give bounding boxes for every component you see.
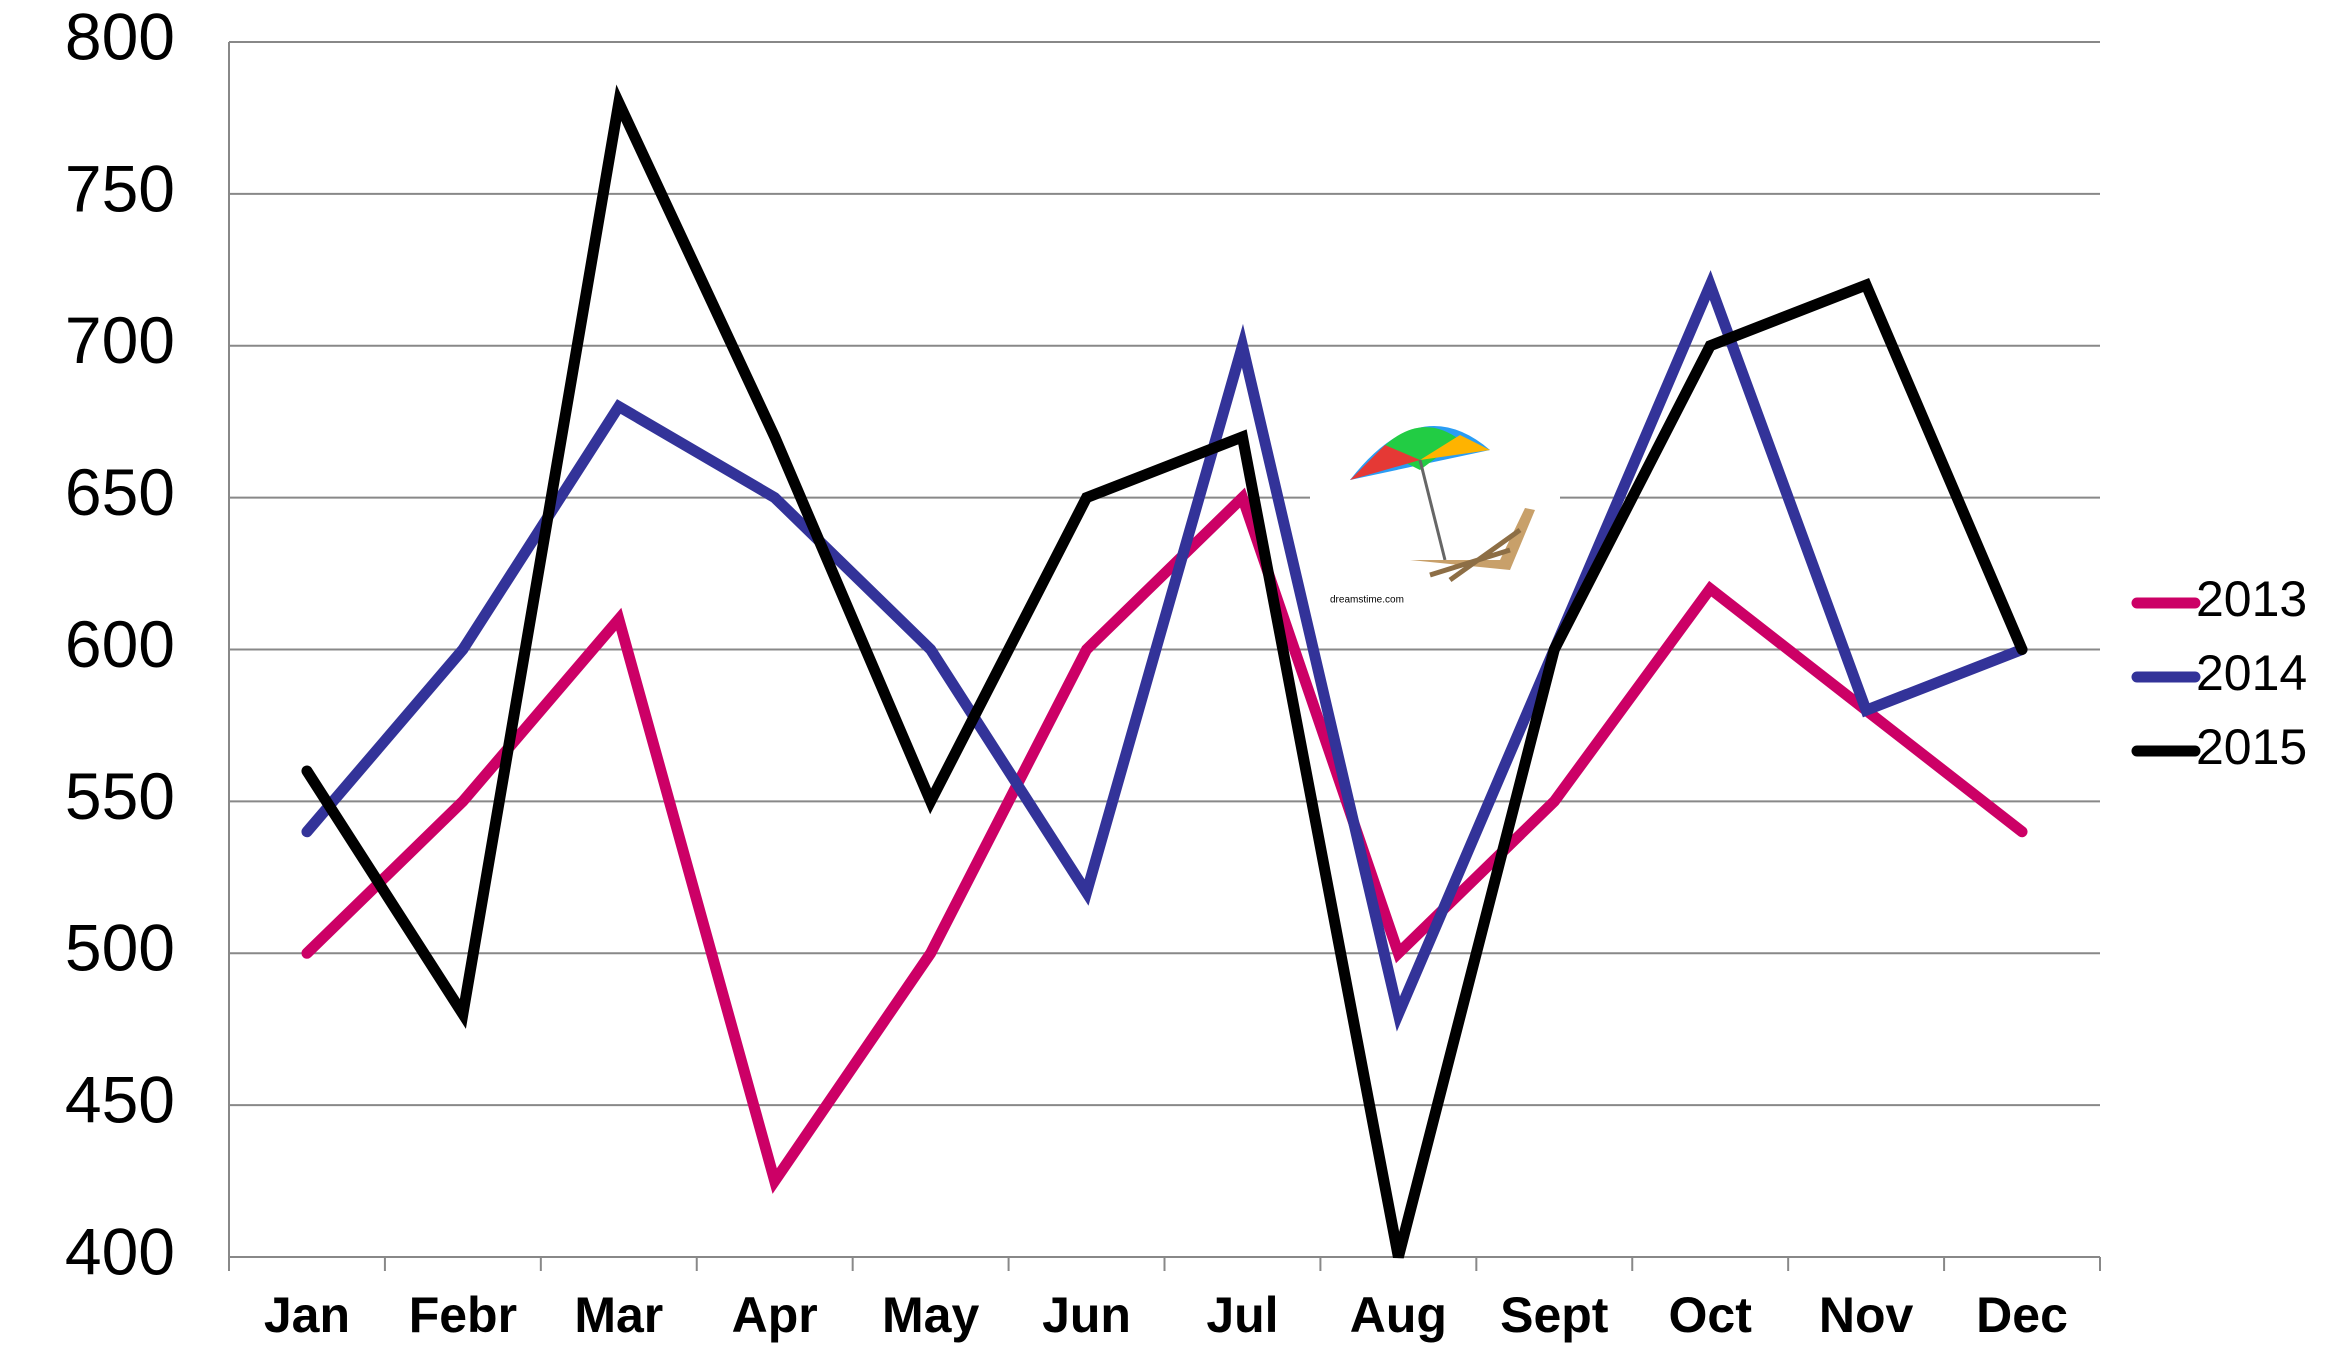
legend-label: 2013 (2196, 571, 2307, 627)
y-tick-label: 550 (65, 759, 175, 833)
y-tick-label: 650 (65, 455, 175, 529)
y-tick-label: 750 (65, 151, 175, 225)
y-tick-label: 600 (65, 607, 175, 681)
x-tick-label: Apr (732, 1287, 818, 1343)
series-line (301, 84, 2028, 1259)
y-tick-label: 800 (65, 0, 175, 73)
x-tick-label: Jul (1206, 1287, 1278, 1343)
series-line (301, 270, 2028, 1032)
x-tick-label: Oct (1669, 1287, 1753, 1343)
series-line (301, 487, 2028, 1194)
x-tick-label: Febr (409, 1287, 517, 1343)
svg-text:dreamstime.com: dreamstime.com (1330, 595, 1404, 606)
x-tick-label: Aug (1350, 1287, 1447, 1343)
x-tick-label: Jun (1042, 1287, 1131, 1343)
x-tick-label: Nov (1819, 1287, 1914, 1343)
y-tick-label: 500 (65, 911, 175, 985)
x-tick-label: Mar (574, 1287, 663, 1343)
grid (228, 41, 2101, 1271)
y-tick-label: 450 (65, 1063, 175, 1137)
x-tick-label: Jan (264, 1287, 350, 1343)
y-tick-label: 400 (65, 1214, 175, 1288)
legend-label: 2014 (2196, 645, 2307, 701)
x-tick-label: Dec (1976, 1287, 2068, 1343)
beach-illustration: dreamstime.com (1310, 410, 1560, 610)
y-tick-label: 700 (65, 303, 175, 377)
legend-label: 2015 (2196, 719, 2307, 775)
x-tick-label: May (882, 1287, 979, 1343)
x-tick-label: Sept (1500, 1287, 1609, 1343)
